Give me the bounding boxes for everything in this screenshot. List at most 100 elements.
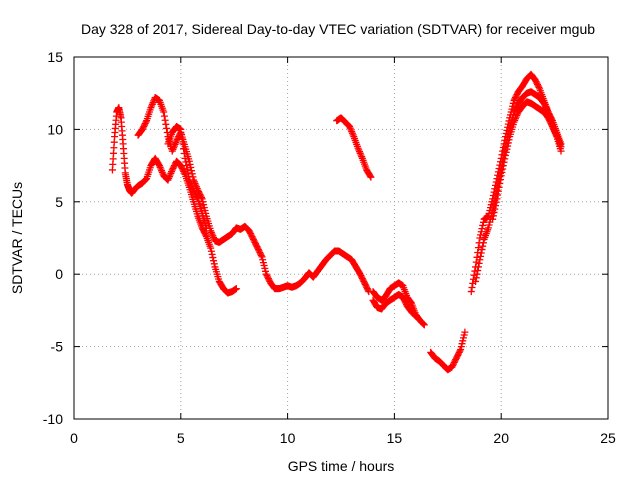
data-point-marker	[552, 130, 560, 138]
grid-lines	[74, 57, 608, 419]
data-point-marker	[505, 136, 513, 144]
data-point-marker	[163, 124, 171, 132]
data-point-marker	[179, 140, 187, 148]
data-point-marker	[185, 172, 193, 180]
series-track-10	[489, 98, 565, 223]
data-point-marker	[202, 224, 210, 232]
y-tick-label: -10	[43, 411, 63, 427]
x-tick-label: 0	[70, 430, 78, 446]
data-point-marker	[193, 193, 201, 201]
data-point-marker	[180, 145, 188, 153]
data-point-marker	[479, 242, 487, 250]
data-point-marker	[208, 250, 216, 258]
data-point-marker	[500, 158, 508, 166]
data-point-marker	[492, 198, 500, 206]
data-point-marker	[467, 288, 475, 296]
data-point-marker	[142, 118, 150, 126]
y-tick-label: 10	[47, 121, 63, 137]
data-point-marker	[160, 108, 168, 116]
data-point-marker	[178, 130, 186, 138]
data-point-marker	[412, 312, 420, 320]
data-point-marker	[497, 172, 505, 180]
data-point-marker	[367, 173, 375, 181]
data-point-marker	[476, 256, 484, 264]
data-point-marker	[535, 83, 543, 91]
data-point-marker	[207, 244, 215, 252]
data-point-marker	[492, 202, 500, 210]
data-point-marker	[420, 320, 428, 328]
data-point-marker	[186, 160, 194, 168]
data-point-marker	[419, 319, 427, 327]
data-point-marker	[456, 347, 464, 355]
data-point-marker	[474, 263, 482, 271]
x-tick-label: 15	[387, 430, 403, 446]
data-point-marker	[489, 215, 497, 223]
data-point-marker	[495, 183, 503, 191]
data-point-marker	[366, 172, 374, 180]
data-point-marker	[187, 167, 195, 175]
series-track-8	[467, 70, 565, 296]
data-point-marker	[178, 135, 186, 143]
data-point-marker	[477, 249, 485, 257]
x-tick-label: 25	[600, 430, 616, 446]
series-track-7	[427, 328, 469, 374]
data-point-marker	[501, 155, 509, 163]
data-point-marker	[232, 285, 240, 293]
data-point-marker	[182, 158, 190, 166]
y-axis-label: SDTVAR / TECUs	[9, 182, 25, 294]
data-point-marker	[489, 212, 497, 220]
data-point-marker	[210, 260, 218, 268]
data-point-marker	[494, 191, 502, 199]
plot-area-frame	[73, 56, 609, 420]
data-point-marker	[499, 162, 507, 170]
data-points	[108, 70, 565, 374]
data-point-marker	[180, 150, 188, 158]
data-point-marker	[491, 205, 499, 213]
data-point-marker	[504, 142, 512, 150]
data-point-marker	[479, 221, 487, 229]
axis-ticks: 0 5 10 15 20 25 -10 -5 0 5 10 15	[43, 49, 616, 446]
data-point-marker	[499, 165, 507, 173]
data-point-marker	[474, 267, 482, 275]
x-tick-label: 5	[177, 430, 185, 446]
data-point-marker	[410, 311, 418, 319]
data-point-marker	[479, 218, 487, 226]
data-point-marker	[188, 170, 196, 178]
data-point-marker	[496, 179, 504, 187]
y-tick-label: 15	[47, 49, 63, 65]
data-point-marker	[177, 125, 185, 133]
data-point-marker	[182, 162, 190, 170]
data-point-marker	[478, 246, 486, 254]
y-tick-label: 0	[55, 266, 63, 282]
data-point-marker	[162, 120, 170, 128]
data-point-marker	[501, 151, 509, 159]
data-point-marker	[257, 251, 265, 259]
series-track-1	[108, 104, 240, 297]
data-point-marker	[184, 169, 192, 177]
data-point-marker	[468, 283, 476, 291]
data-point-marker	[496, 176, 504, 184]
y-tick-label: -5	[51, 339, 64, 355]
data-point-marker	[207, 247, 215, 255]
data-point-marker	[503, 145, 511, 153]
data-point-marker	[475, 259, 483, 267]
data-point-marker	[473, 270, 481, 278]
data-point-marker	[364, 286, 372, 294]
data-point-marker	[472, 277, 480, 285]
x-axis-label: GPS time / hours	[288, 458, 395, 474]
series-track-4	[333, 114, 375, 181]
data-point-marker	[494, 187, 502, 195]
data-point-marker	[477, 231, 485, 239]
data-point-marker	[472, 274, 480, 282]
data-point-marker	[183, 165, 191, 173]
x-tick-label: 10	[280, 430, 296, 446]
data-point-marker	[479, 239, 487, 247]
data-point-marker	[181, 154, 189, 162]
data-point-marker	[420, 321, 428, 329]
series-track-6	[369, 290, 420, 320]
data-point-marker	[557, 143, 565, 151]
data-point-marker	[187, 164, 195, 172]
data-point-marker	[477, 252, 485, 260]
